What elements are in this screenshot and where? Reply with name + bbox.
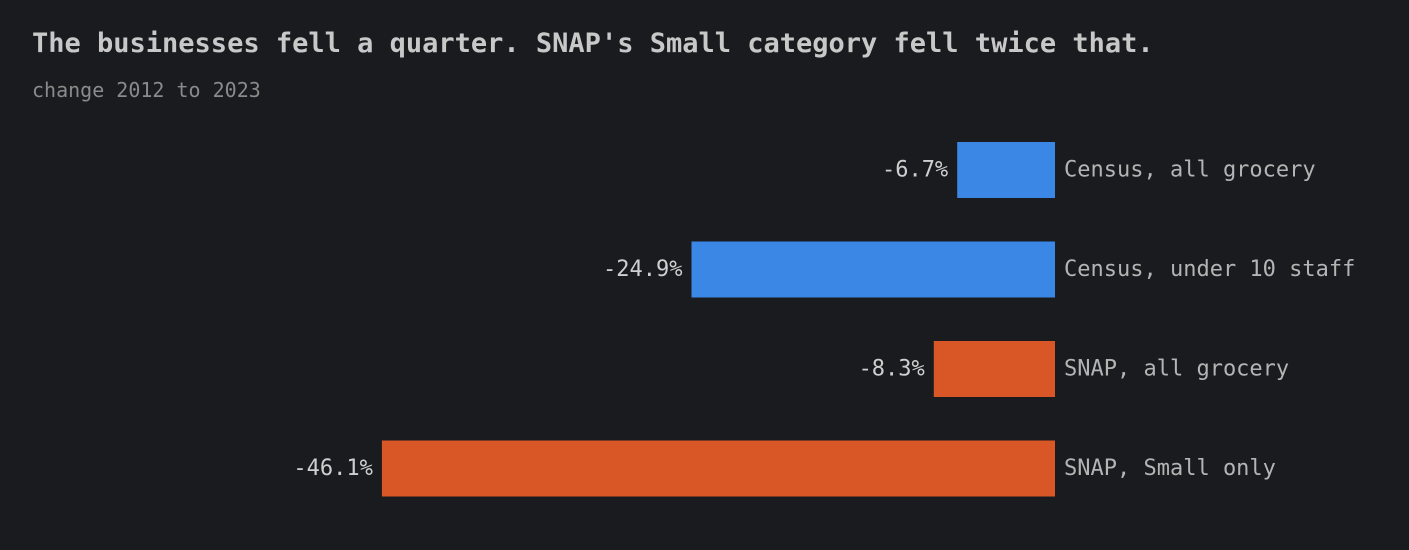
- category-label-1: Census, all grocery: [1064, 158, 1316, 183]
- category-label-3: SNAP, all grocery: [1064, 357, 1289, 382]
- bar-1: [957, 142, 1055, 198]
- bar-2: [691, 241, 1055, 298]
- bar-3: [933, 341, 1055, 397]
- category-label-4: SNAP, Small only: [1064, 456, 1276, 481]
- chart-subtitle: change 2012 to 2023: [32, 78, 261, 102]
- value-label-3: -8.3%: [859, 357, 925, 382]
- value-label-4: -46.1%: [293, 456, 372, 481]
- category-label-2: Census, under 10 staff: [1064, 257, 1355, 282]
- value-label-2: -24.9%: [603, 257, 682, 282]
- value-label-1: -6.7%: [882, 158, 948, 183]
- bar-4: [381, 440, 1055, 497]
- chart-title: The businesses fell a quarter. SNAP's Sm…: [32, 28, 1154, 59]
